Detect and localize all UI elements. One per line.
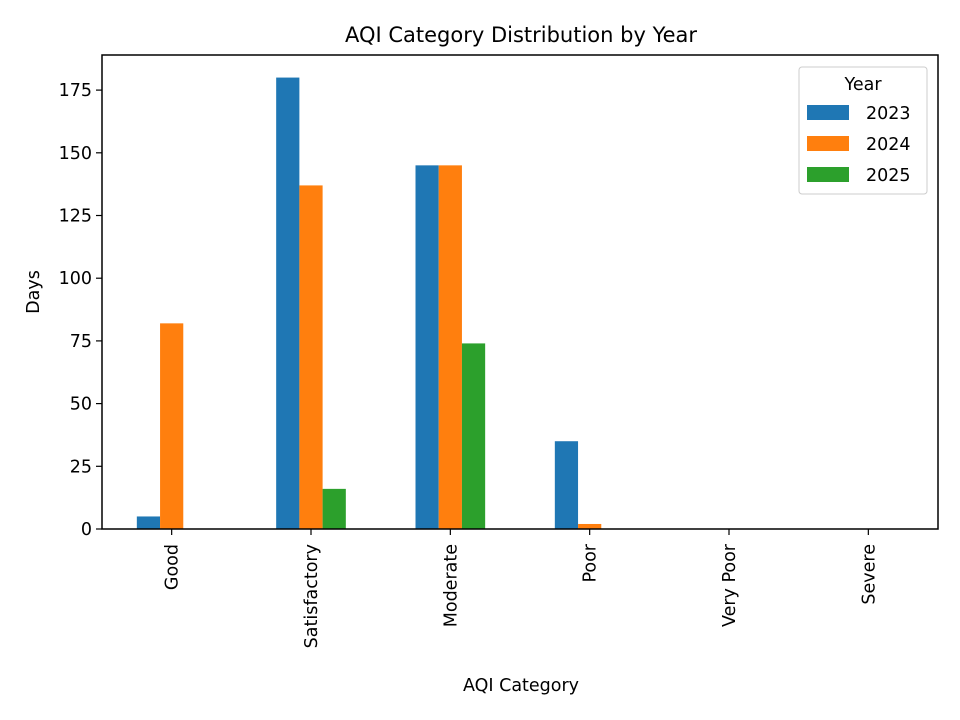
bar-2023-moderate <box>415 165 439 529</box>
legend-label-2024: 2024 <box>866 135 911 155</box>
y-axis-label: Days <box>24 270 44 314</box>
y-tick-label: 25 <box>70 457 92 477</box>
legend-box <box>798 66 928 195</box>
y-axis: 0 25 50 75 100 125 150 175 <box>59 81 102 540</box>
legend-label-2025: 2025 <box>866 166 911 186</box>
legend-label-2023: 2023 <box>866 104 911 124</box>
x-axis: Good Satisfactory Moderate Poor Very Poor Sev… <box>163 529 879 648</box>
bar-2023-poor <box>554 441 579 529</box>
bar-2023-satisfactory <box>276 77 300 529</box>
x-tick-label: Severe <box>859 544 879 605</box>
x-tick-label: Poor <box>581 543 601 582</box>
chart-title: AQI Category Distribution by Year <box>345 23 697 47</box>
x-axis-label: AQI Category <box>463 676 579 696</box>
y-tick-label: 50 <box>70 395 92 415</box>
y-tick-label: 0 <box>81 520 92 540</box>
legend: Year 2023 2024 2025 <box>798 66 928 195</box>
x-tick-label: Good <box>163 544 183 590</box>
y-tick-label: 125 <box>59 207 92 227</box>
plot-frame <box>101 54 939 530</box>
legend-swatch-2023 <box>807 105 849 120</box>
legend-swatch-2024 <box>807 136 849 151</box>
bar-2024-good <box>160 323 184 529</box>
bar-2024-moderate <box>438 165 462 529</box>
x-tick-label: Moderate <box>441 544 461 627</box>
legend-title: Year <box>843 75 882 95</box>
legend-swatch-2025 <box>807 167 849 182</box>
y-tick-label: 150 <box>59 144 92 164</box>
bar-2024-poor <box>578 523 602 529</box>
bar-2023-good <box>136 516 161 529</box>
x-tick-label: Very Poor <box>720 543 740 627</box>
y-tick-label: 100 <box>59 269 92 289</box>
y-tick-label: 75 <box>70 332 92 352</box>
bar-2025-moderate <box>461 343 486 529</box>
bar-2025-satisfactory <box>322 488 346 529</box>
y-tick-label: 175 <box>59 81 92 101</box>
bars-group <box>136 77 602 529</box>
bar-2024-satisfactory <box>299 185 323 529</box>
x-tick-label: Satisfactory <box>302 544 322 648</box>
